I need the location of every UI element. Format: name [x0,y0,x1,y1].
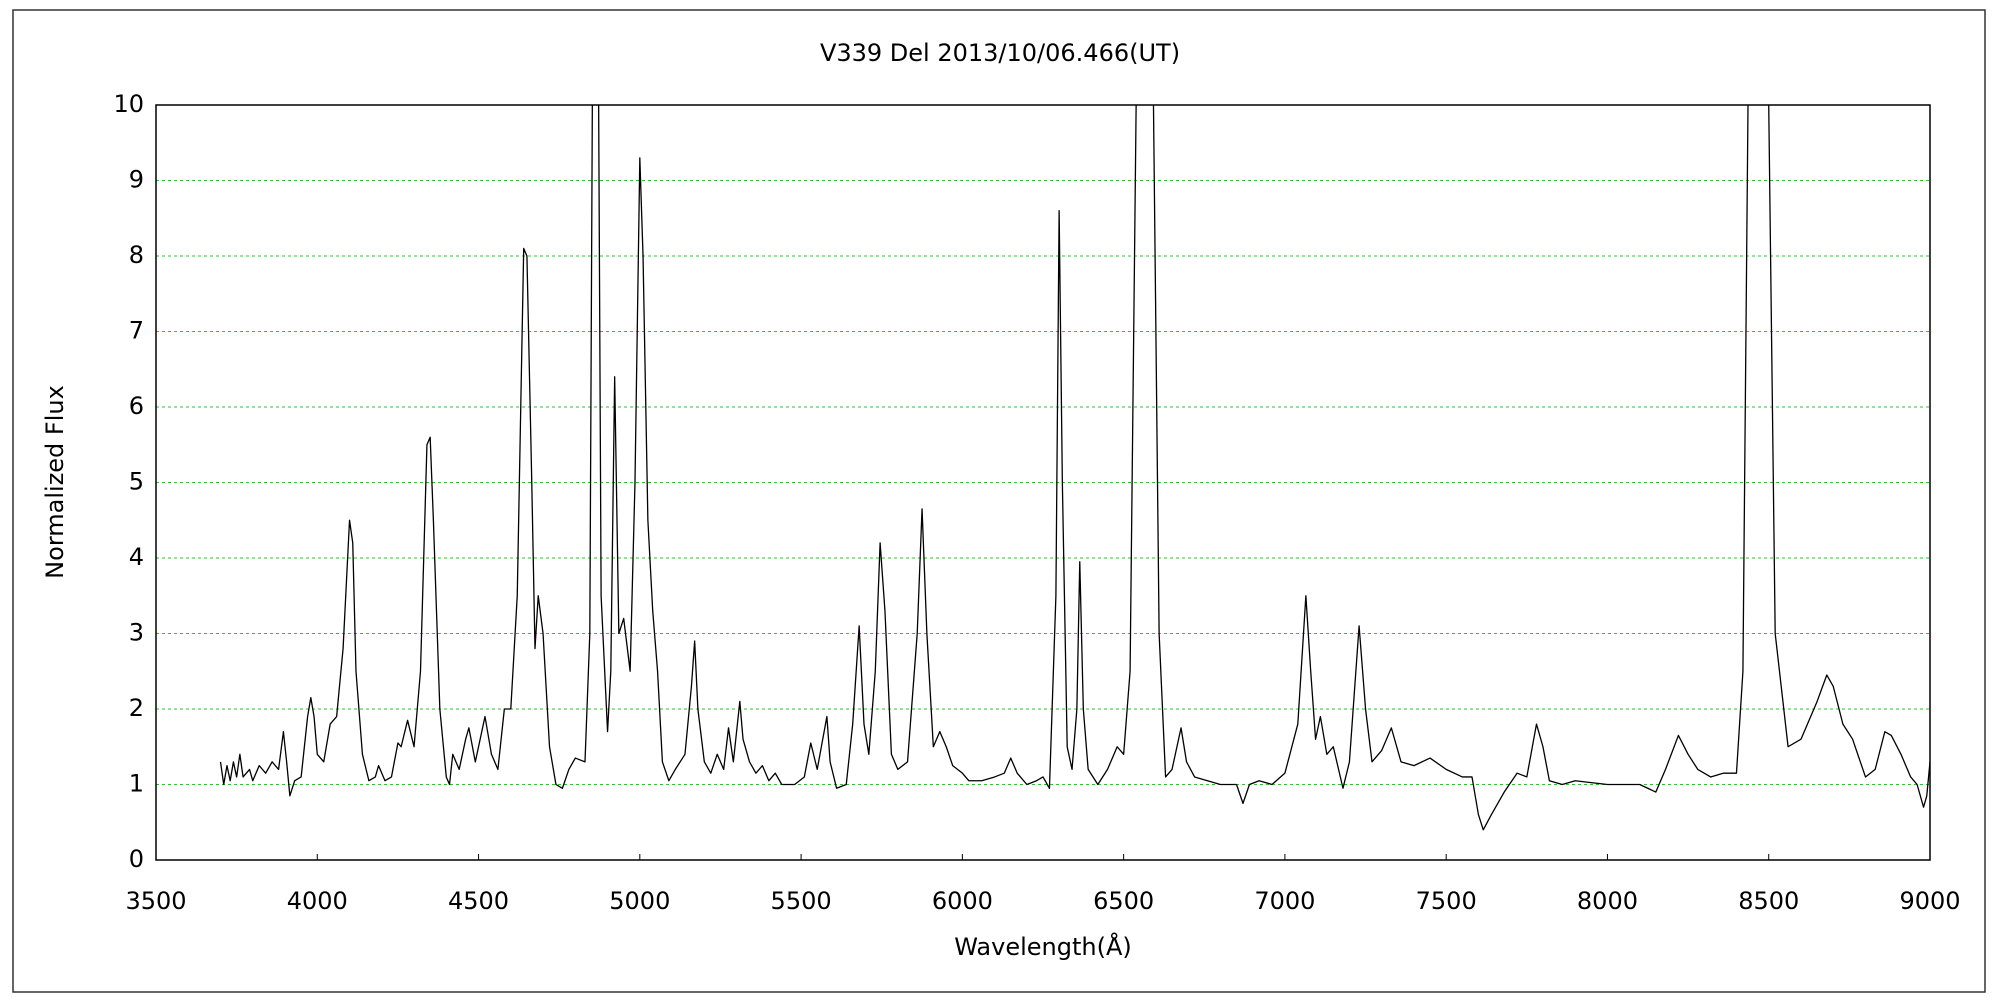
y-tick-label: 10 [113,90,144,118]
x-tick-label: 9000 [1899,887,1960,915]
y-tick-label: 9 [129,166,144,194]
y-tick-label: 7 [129,317,144,345]
plot-frame [155,104,1931,861]
x-tick-label: 6500 [1093,887,1154,915]
y-tick-label: 2 [129,694,144,722]
y-axis-label: Normalized Flux [41,385,69,579]
x-tick-label: 4000 [287,887,348,915]
y-tick-label: 0 [129,845,144,873]
x-tick-label: 6000 [932,887,993,915]
y-tick-label: 5 [129,468,144,496]
y-tick-label: 6 [129,392,144,420]
x-axis-label: Wavelength(Å) [954,932,1132,961]
y-tick-label: 4 [129,543,144,571]
y-tick-label: 3 [129,619,144,647]
x-tick-label: 4500 [448,887,509,915]
x-tick-label: 8000 [1577,887,1638,915]
x-tick-label: 5500 [771,887,832,915]
spectrum-line [219,105,1930,831]
y-tick-label: 1 [129,770,144,798]
outer-frame [12,9,1986,993]
x-tick-label: 8500 [1738,887,1799,915]
x-tick-label: 7000 [1254,887,1315,915]
y-tick-label: 8 [129,241,144,269]
x-tick-label: 7500 [1416,887,1477,915]
x-tick-label: 3500 [125,887,186,915]
chart-title: V339 Del 2013/10/06.466(UT) [820,39,1180,67]
x-tick-label: 5000 [609,887,670,915]
plot-area [219,105,1930,831]
grid [155,104,1931,861]
